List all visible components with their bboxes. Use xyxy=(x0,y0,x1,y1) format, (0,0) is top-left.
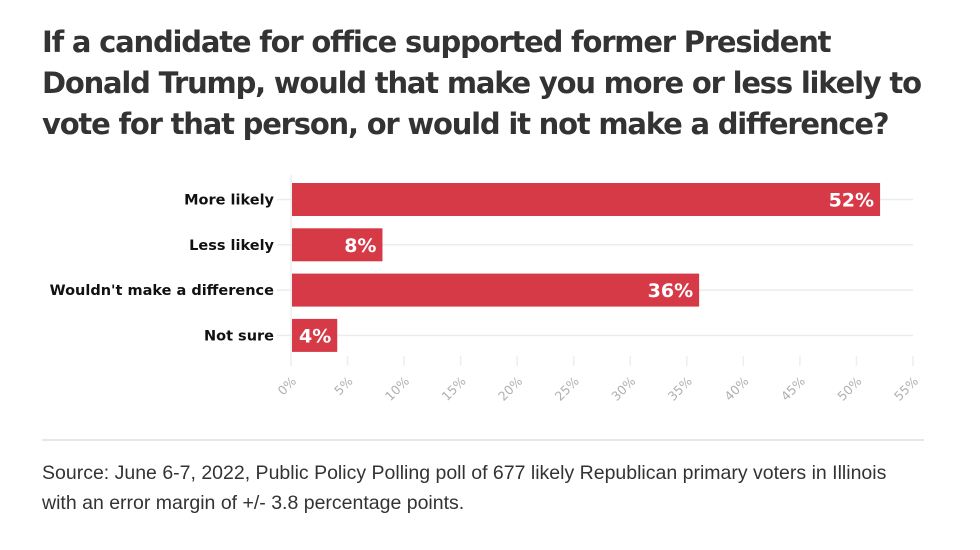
bar xyxy=(292,318,338,352)
x-tick-label: 55% xyxy=(891,373,921,403)
value-label: 4% xyxy=(299,325,331,347)
bars xyxy=(292,183,881,352)
x-tick-label: 40% xyxy=(721,373,751,403)
x-axis-ticks: 0% 5% 10% 15% 20% 25% 30% 35% 40% 45% 50% 55% xyxy=(274,356,921,404)
bar-chart: More likely Less likely Wouldn't make a di… xyxy=(50,175,921,404)
x-tick-label: 35% xyxy=(665,373,695,403)
value-label: 8% xyxy=(344,235,376,257)
bar xyxy=(292,183,881,216)
chart-title: If a candidate for office supported form… xyxy=(42,25,922,141)
category-label: Wouldn't make a difference xyxy=(50,283,275,299)
value-labels: 52% 8% 36% 4% xyxy=(299,190,874,348)
source-note: Source: June 6-7, 2022, Public Policy Po… xyxy=(42,462,887,514)
value-label: 36% xyxy=(648,280,693,302)
category-labels: More likely Less likely Wouldn't make a di… xyxy=(50,193,275,345)
x-tick-label: 25% xyxy=(552,373,582,403)
bar xyxy=(292,228,383,262)
bar xyxy=(292,273,700,307)
footer-divider xyxy=(42,439,924,441)
x-tick-label: 30% xyxy=(608,373,638,403)
x-tick-label: 20% xyxy=(495,373,525,403)
x-tick-label: 0% xyxy=(274,373,299,398)
value-label: 52% xyxy=(829,190,874,212)
category-label: Less likely xyxy=(189,238,274,254)
x-tick-label: 10% xyxy=(382,373,412,403)
x-tick-label: 15% xyxy=(438,373,468,403)
category-label: More likely xyxy=(184,193,274,209)
category-label: Not sure xyxy=(204,328,274,344)
x-tick-label: 50% xyxy=(834,373,864,403)
x-tick-label: 5% xyxy=(331,373,356,398)
x-tick-label: 45% xyxy=(778,373,808,403)
